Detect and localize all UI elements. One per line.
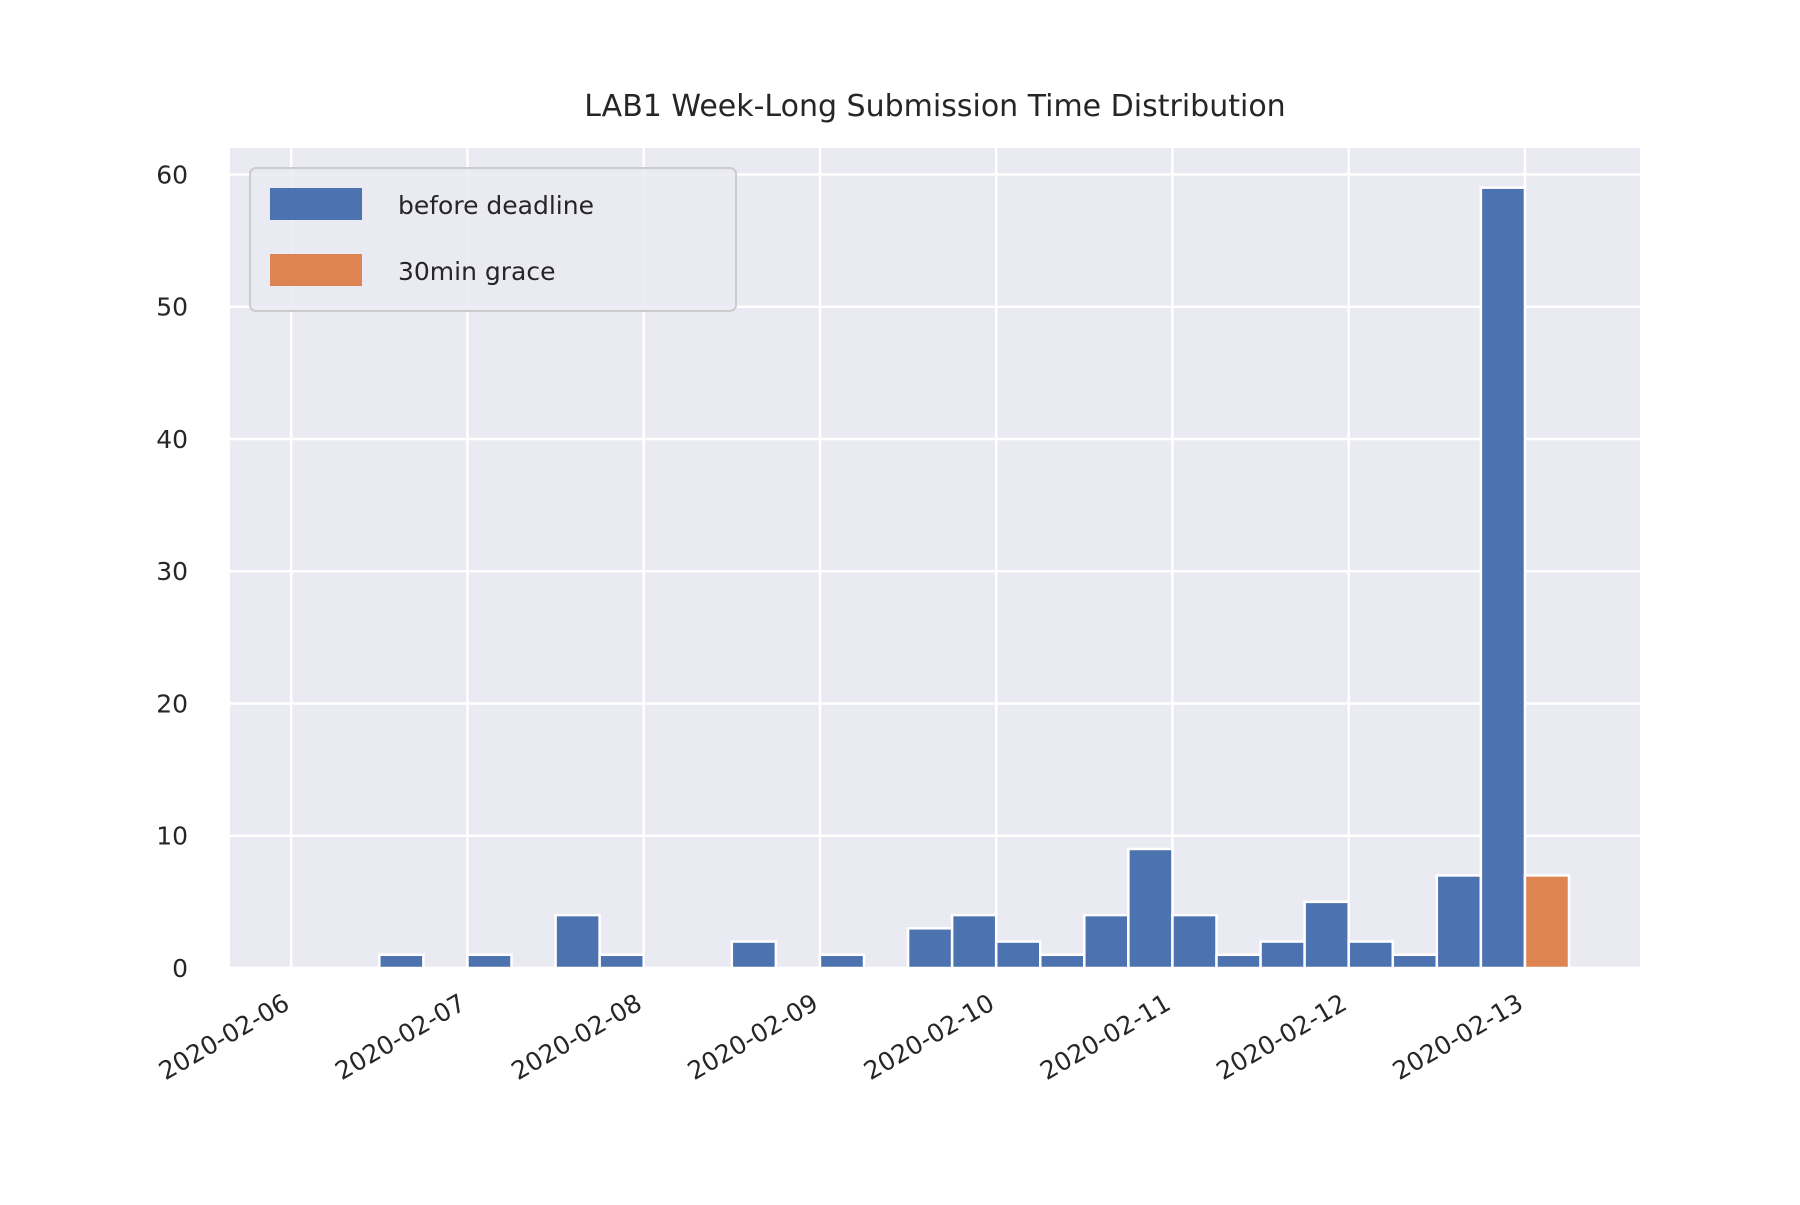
y-tick-label: 30 bbox=[156, 557, 188, 586]
x-tick-label: 2020-02-09 bbox=[683, 988, 823, 1086]
bars bbox=[378, 186, 1571, 970]
y-axis-ticks: 0 10 20 30 40 50 60 bbox=[156, 160, 188, 983]
x-tick-label: 2020-02-11 bbox=[1035, 988, 1175, 1086]
bar bbox=[1259, 940, 1306, 970]
bar bbox=[730, 940, 778, 970]
x-axis-ticks: 2020-02-06 2020-02-07 2020-02-08 2020-02-09… bbox=[154, 988, 1528, 1086]
y-tick-label: 50 bbox=[156, 293, 188, 322]
bar bbox=[906, 927, 954, 970]
bar bbox=[1171, 913, 1218, 970]
legend-box bbox=[249, 167, 737, 312]
x-tick-label: 2020-02-10 bbox=[859, 988, 999, 1086]
bar bbox=[1215, 953, 1262, 970]
bar bbox=[378, 953, 425, 970]
legend: before deadline 30min grace bbox=[249, 167, 737, 312]
x-tick-label: 2020-02-13 bbox=[1388, 988, 1528, 1086]
y-tick-label: 40 bbox=[156, 425, 188, 454]
bar bbox=[1435, 874, 1483, 970]
bar bbox=[1479, 186, 1527, 970]
y-tick-label: 60 bbox=[156, 160, 188, 189]
x-tick-label: 2020-02-07 bbox=[330, 988, 470, 1086]
legend-label: before deadline bbox=[398, 191, 594, 220]
bar bbox=[950, 913, 998, 970]
legend-label: 30min grace bbox=[398, 257, 556, 286]
bar bbox=[1523, 874, 1571, 970]
y-tick-label: 10 bbox=[156, 822, 188, 851]
x-tick-label: 2020-02-12 bbox=[1211, 988, 1351, 1086]
bar bbox=[598, 953, 645, 970]
bar bbox=[466, 953, 513, 970]
bar bbox=[1391, 953, 1439, 970]
bar bbox=[994, 940, 1042, 970]
bar bbox=[1083, 913, 1130, 970]
bar bbox=[554, 913, 601, 970]
bar bbox=[818, 953, 866, 970]
x-tick-label: 2020-02-06 bbox=[154, 988, 294, 1086]
x-tick-label: 2020-02-08 bbox=[506, 988, 646, 1086]
chart-title: LAB1 Week-Long Submission Time Distribut… bbox=[584, 89, 1285, 124]
bar bbox=[1303, 900, 1350, 970]
y-tick-label: 20 bbox=[156, 689, 188, 718]
y-tick-label: 0 bbox=[172, 954, 188, 983]
bar bbox=[1127, 847, 1174, 970]
legend-swatch bbox=[270, 188, 362, 220]
bar bbox=[1347, 940, 1395, 970]
bar bbox=[1039, 953, 1086, 970]
legend-swatch bbox=[270, 254, 362, 286]
